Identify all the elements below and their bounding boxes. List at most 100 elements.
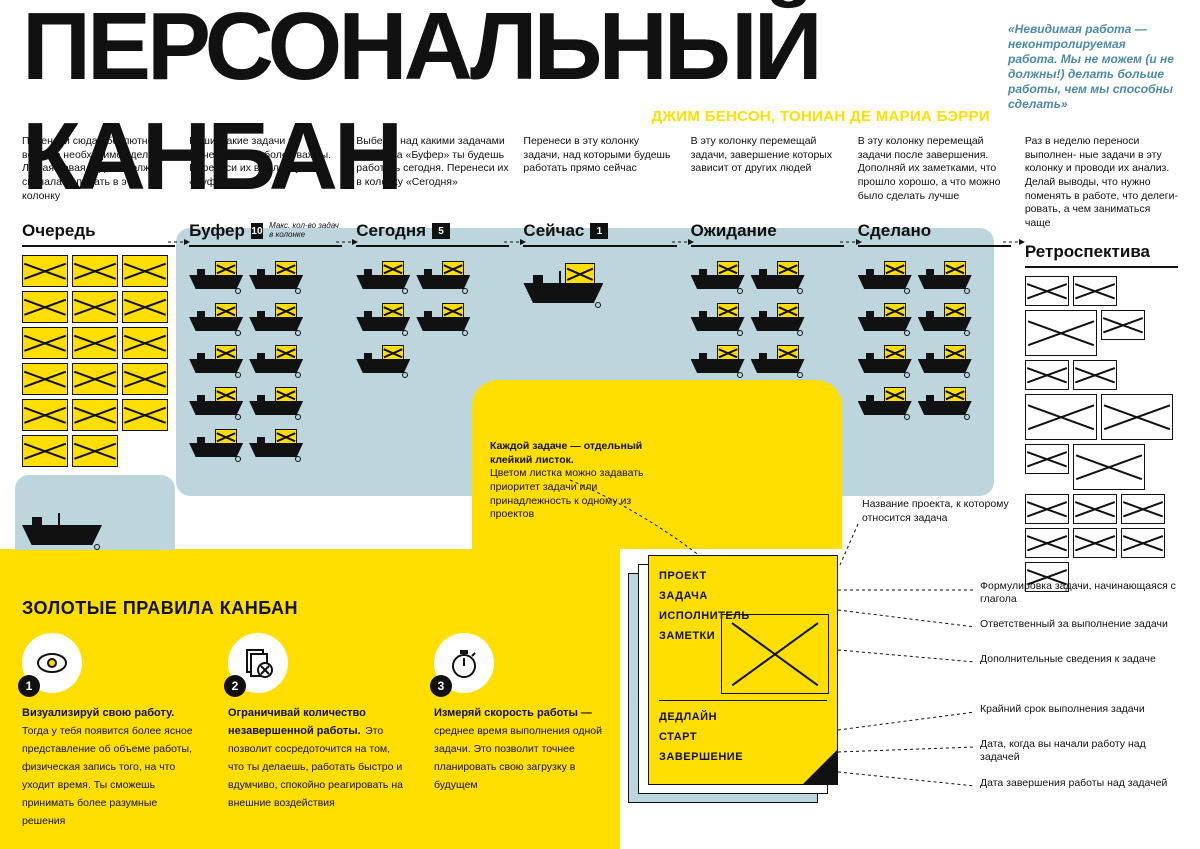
column-limit-badge: 5 (432, 223, 450, 239)
annot-deadline: Крайний срок выполнения задачи (980, 703, 1180, 716)
ship-icon (22, 497, 102, 547)
rule-icon: 1 (22, 633, 82, 693)
column-limit-badge: 1 (590, 223, 608, 239)
ship-icon (249, 381, 303, 417)
task-card-empty-icon (1121, 494, 1165, 524)
sticky-thumbnail-box (721, 614, 829, 694)
quote: «Невидимая работа — неконтролируемая раб… (1008, 22, 1178, 112)
ship-icon (249, 339, 303, 375)
column-content (189, 255, 342, 459)
page: ПЕРСОНАЛЬНЫЙ КАНБАН ДЖИМ БЕНСОН, ТОНИАН … (0, 0, 1200, 849)
ship-icon (189, 255, 243, 291)
rule-number-badge: 3 (430, 675, 452, 697)
rule-title: Визуализируй свою работу. (22, 707, 174, 719)
rule-1: 1 Визуализируй свою работу. Тогда у тебя … (22, 633, 200, 829)
task-card-empty-icon (1101, 310, 1145, 340)
column-title: Сейчас (523, 221, 584, 241)
column-content (356, 255, 509, 375)
ship-icon (691, 339, 745, 375)
ship-icon (858, 339, 912, 375)
task-card-icon (22, 363, 68, 395)
task-card-icon (122, 291, 168, 323)
task-card-icon (122, 363, 168, 395)
ship-icon (416, 255, 470, 291)
column-queue: Перенеси сюда абсолютно все, что необход… (22, 135, 175, 592)
rule-2: 2Ограничивай количество незавершенной ра… (228, 633, 406, 829)
column-retro: Раз в неделю переноси выполнен- ные зада… (1025, 135, 1178, 592)
ship-icon (751, 297, 805, 333)
rule-body: Тогда у тебя появится более ясное предст… (22, 725, 193, 827)
task-card-empty-icon (1101, 394, 1173, 440)
ship-icon (189, 381, 243, 417)
column-head: Буфер10Макс. кол-во задач в колонке (189, 215, 342, 247)
task-card-empty-icon (1025, 494, 1069, 524)
golden-rules: ЗОЛОТЫЕ ПРАВИЛА КАНБАН 1 Визуализируй сво… (22, 598, 612, 829)
column-head: Сегодня5 (356, 215, 509, 247)
column-title: Очередь (22, 221, 96, 241)
ship-icon (751, 255, 805, 291)
task-card-empty-icon (1073, 360, 1117, 390)
ship-icon (918, 255, 972, 291)
column-head: Ожидание (691, 215, 844, 247)
column-desc: Перенеси в эту колонку задачи, над котор… (523, 135, 676, 209)
column-content (858, 255, 1011, 417)
column-desc: Выбери, над какими задачами из списка «Б… (356, 135, 509, 209)
column-content (523, 255, 676, 305)
rule-icon: 3 (434, 633, 494, 693)
column-desc: Реши, какие задачи из «Очереди» наиболее… (189, 135, 342, 209)
rule-number-badge: 1 (18, 675, 40, 697)
sticky-annot-top: Название проекта, к которому относится з… (862, 498, 1022, 525)
column-head: Очередь (22, 215, 175, 247)
column-waiting: В эту колонку перемещай задачи, завершен… (691, 135, 844, 592)
sticky-divider (659, 700, 827, 701)
ship-icon (189, 423, 243, 459)
rule-title: Ограничивай количество незавершенной раб… (228, 707, 366, 737)
column-desc: В эту колонку перемещай задачи, завершен… (691, 135, 844, 209)
task-card-empty-icon (1025, 394, 1097, 440)
task-card-empty-icon (1073, 444, 1145, 490)
sticky-field-project: ПРОЕКТ (659, 570, 827, 582)
column-today: Выбери, над какими задачами из списка «Б… (356, 135, 509, 592)
sticky-field-task: ЗАДАЧА (659, 590, 827, 602)
annot-owner: Ответственный за выполнение задачи (980, 618, 1180, 631)
ship-icon (416, 297, 470, 333)
task-card-icon (72, 363, 118, 395)
task-card-empty-icon (1025, 360, 1069, 390)
task-card-icon (122, 327, 168, 359)
sticky-callout: Каждой задаче — отдельный клейкий листок… (490, 440, 670, 522)
subtitle: ДЖИМ БЕНСОН, ТОНИАН ДЕ МАРИА БЭРРИ (651, 108, 990, 125)
task-card-icon (72, 435, 118, 467)
task-card-empty-icon (1025, 528, 1069, 558)
ship-icon (858, 381, 912, 417)
ship-icon (918, 339, 972, 375)
column-desc: В эту колонку перемещай задачи после зав… (858, 135, 1011, 209)
column-buffer: Реши, какие задачи из «Очереди» наиболее… (189, 135, 342, 592)
column-title: Сделано (858, 221, 931, 241)
task-card-empty-icon (1073, 528, 1117, 558)
rule-title: Измеряй скорость работы — (434, 707, 592, 719)
rule-3: 3Измеряй скорость работы — среднее время… (434, 633, 612, 829)
rules-title: ЗОЛОТЫЕ ПРАВИЛА КАНБАН (22, 598, 612, 619)
column-head: Ретроспектива (1025, 236, 1178, 268)
task-card-empty-icon (1073, 276, 1117, 306)
ship-icon (858, 255, 912, 291)
task-card-icon (22, 327, 68, 359)
task-card-empty-icon (1121, 528, 1165, 558)
ship-icon (858, 297, 912, 333)
sticky-field-end: ЗАВЕРШЕНИЕ (659, 751, 827, 763)
task-card-icon (122, 255, 168, 287)
task-card-icon (22, 255, 68, 287)
task-card-icon (22, 291, 68, 323)
annot-notes: Дополнительные сведения к задаче (980, 653, 1180, 666)
column-head: Сделано (858, 215, 1011, 247)
ship-icon (189, 339, 243, 375)
column-limit-badge: 10 (251, 223, 263, 239)
column-now: Перенеси в эту колонку задачи, над котор… (523, 135, 676, 592)
ship-icon (249, 255, 303, 291)
annot-start: Дата, когда вы начали работу над задачей (980, 738, 1180, 764)
task-card-icon (72, 327, 118, 359)
task-card-empty-icon (1073, 494, 1117, 524)
column-title: Буфер (189, 221, 245, 241)
task-card-empty-icon (1025, 444, 1069, 474)
task-card-icon (72, 291, 118, 323)
